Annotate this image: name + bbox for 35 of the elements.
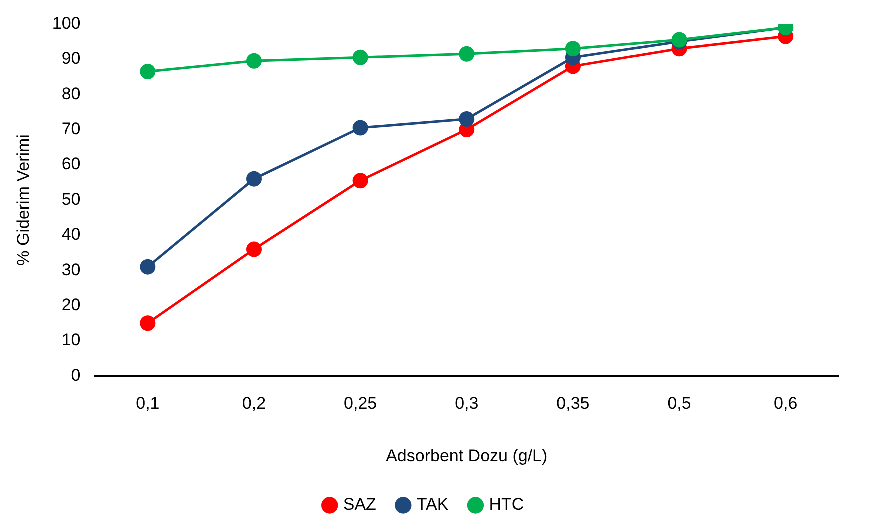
y-tick-label: 20 <box>62 295 81 314</box>
y-tick-label: 70 <box>62 119 81 138</box>
point <box>459 46 475 62</box>
point <box>352 173 368 189</box>
y-tick-label: 30 <box>62 260 81 280</box>
point <box>565 41 581 57</box>
point <box>246 171 262 187</box>
y-axis-title: % Giderim Verimi <box>14 134 33 266</box>
legend-label: SAZ <box>343 495 376 514</box>
y-tick-label: 80 <box>62 84 81 104</box>
x-axis-title: Adsorbent Dozu (g/L) <box>386 446 548 466</box>
point <box>352 120 368 136</box>
x-tick-label: 0,5 <box>668 394 692 414</box>
legend-label: HTC <box>489 495 524 514</box>
point <box>459 111 475 127</box>
y-tick-label: 90 <box>62 49 81 68</box>
y-tick-label: 60 <box>62 154 81 174</box>
legend-label: TAK <box>416 495 450 514</box>
point <box>352 50 368 66</box>
point <box>246 53 262 69</box>
x-tick-label: 0,25 <box>344 394 378 414</box>
point <box>246 242 262 258</box>
y-tick-label: 50 <box>62 190 81 209</box>
point <box>140 64 156 80</box>
x-tick-label: 0,3 <box>455 394 479 414</box>
x-tick-label: 0,6 <box>774 394 798 414</box>
y-tick-label: 100 <box>52 14 81 33</box>
point <box>140 316 156 332</box>
y-tick-label: 40 <box>62 225 81 244</box>
x-tick-label: 0,35 <box>556 394 590 414</box>
y-tick-label: 0 <box>71 366 81 385</box>
x-tick-label: 0,1 <box>136 394 160 414</box>
x-tick-label: 0,2 <box>242 394 266 414</box>
y-tick-label: 10 <box>62 330 81 350</box>
point <box>140 259 156 275</box>
